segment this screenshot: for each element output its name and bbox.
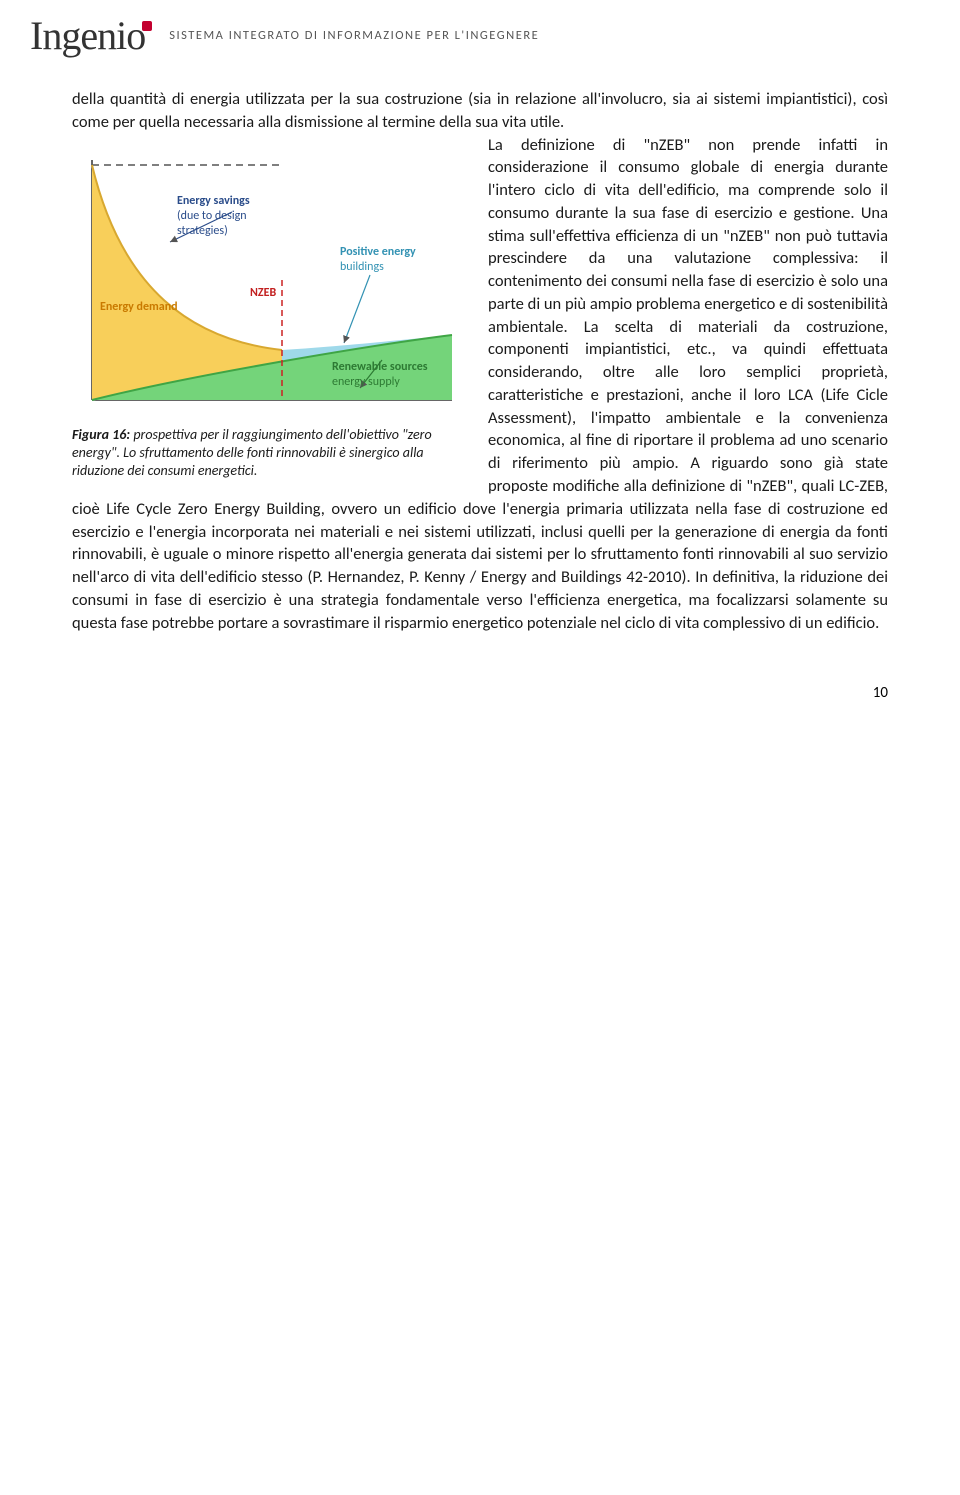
arrow-positive xyxy=(344,275,370,343)
figure-caption-prefix: Figura 16: xyxy=(72,426,130,443)
label-renewable-l1: Renewable sources xyxy=(332,360,428,374)
brand-dot-icon xyxy=(142,21,152,31)
brand-logo: Ingenio xyxy=(30,12,155,59)
figure-16-chart: Energy demand Energy savings (due to des… xyxy=(72,140,472,420)
label-savings-l2: (due to design xyxy=(177,209,247,223)
label-positive-l1: Positive energy xyxy=(340,245,416,259)
figure-16-caption: Figura 16: prospettiva per il raggiungim… xyxy=(72,426,472,481)
page-number: 10 xyxy=(0,674,960,722)
label-nzeb: NZEB xyxy=(250,286,276,300)
paragraph-intro: della quantità di energia utilizzata per… xyxy=(72,88,888,134)
label-savings-l1: Energy savings xyxy=(177,194,250,208)
label-energy-demand: Energy demand xyxy=(100,300,178,314)
brand-tagline: SISTEMA INTEGRATO DI INFORMAZIONE PER L'… xyxy=(169,28,539,43)
brand-suffix: enio xyxy=(80,13,145,58)
brand-prefix: In xyxy=(30,13,61,58)
label-renewable-l2: energy supply xyxy=(332,375,400,389)
figure-16: Energy demand Energy savings (due to des… xyxy=(72,140,472,481)
page-header: Ingenio SISTEMA INTEGRATO DI INFORMAZION… xyxy=(0,0,960,68)
label-savings-l3: strategies) xyxy=(177,224,228,238)
label-positive-l2: buildings xyxy=(340,260,384,274)
brand-g: g xyxy=(61,13,80,58)
article-body: della quantità di energia utilizzata per… xyxy=(0,68,960,674)
